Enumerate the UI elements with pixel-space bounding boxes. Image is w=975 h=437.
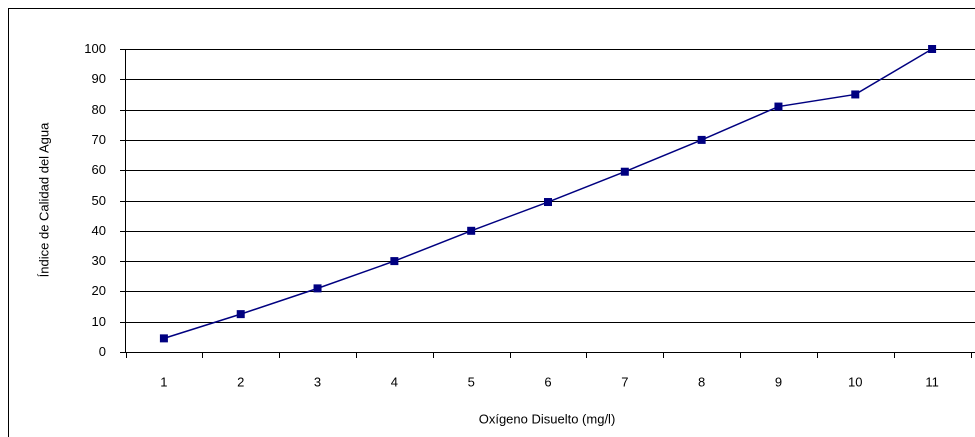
data-point xyxy=(620,167,629,176)
x-axis-title: Oxígeno Disuelto (mg/l) xyxy=(479,411,616,426)
y-tick-label: 50 xyxy=(92,193,106,208)
data-point xyxy=(851,90,860,99)
y-tick-label: 0 xyxy=(99,344,106,359)
x-tick-label: 2 xyxy=(237,374,244,389)
y-tick-label: 80 xyxy=(92,102,106,117)
data-point xyxy=(697,135,706,144)
x-tick-label: 5 xyxy=(468,374,475,389)
x-tick-label: 10 xyxy=(848,374,862,389)
y-tick-label: 20 xyxy=(92,283,106,298)
y-axis-title: Índice de Calidad del Agua xyxy=(36,122,51,277)
y-tick-label: 30 xyxy=(92,253,106,268)
y-tick-label: 100 xyxy=(84,41,106,56)
y-tick-label: 90 xyxy=(92,71,106,86)
data-point xyxy=(390,257,399,266)
y-tick-label: 60 xyxy=(92,162,106,177)
data-point xyxy=(544,198,552,207)
x-tick-label: 9 xyxy=(775,374,782,389)
data-point xyxy=(774,102,783,111)
data-point xyxy=(928,45,937,53)
x-tick-label: 8 xyxy=(698,374,705,389)
y-tick-label: 40 xyxy=(92,223,106,238)
x-tick-label: 6 xyxy=(544,374,551,389)
x-tick-label: 4 xyxy=(391,374,398,389)
y-tick-label: 70 xyxy=(92,132,106,147)
y-tick-label: 10 xyxy=(92,314,106,329)
data-point xyxy=(159,334,168,343)
x-tick-label: 7 xyxy=(621,374,628,389)
x-tick-label: 3 xyxy=(314,374,321,389)
x-tick-label: 11 xyxy=(925,374,939,389)
x-tick-label: 1 xyxy=(160,374,167,389)
data-point xyxy=(313,284,322,293)
data-point xyxy=(236,310,245,319)
data-point xyxy=(467,226,476,235)
data-line xyxy=(163,48,933,340)
chart-frame xyxy=(8,8,975,437)
